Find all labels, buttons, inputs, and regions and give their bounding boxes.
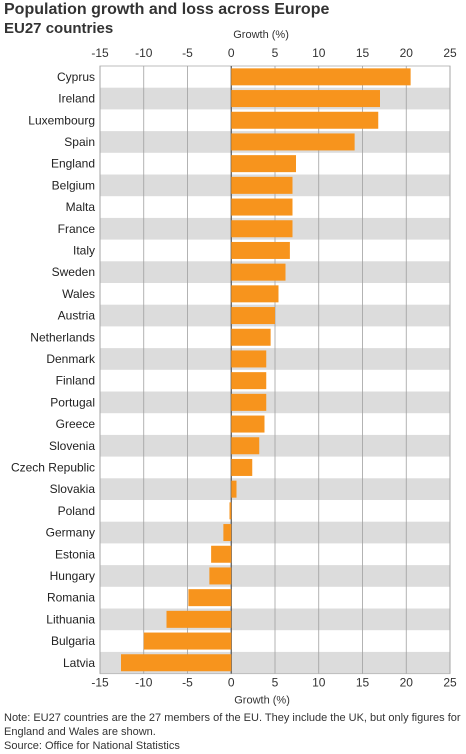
tick-label-top: 5 — [272, 46, 279, 60]
bar — [231, 458, 253, 476]
category-label: Romania — [47, 591, 95, 605]
category-label: Portugal — [50, 395, 95, 409]
bar — [231, 285, 279, 303]
bar — [231, 393, 267, 411]
bar — [166, 610, 232, 628]
category-label: Bulgaria — [51, 634, 95, 648]
tick-label-bottom: 15 — [356, 676, 370, 690]
axis-label-bottom: Growth (%) — [234, 695, 290, 707]
category-label: Denmark — [46, 352, 96, 366]
category-label: Netherlands — [30, 330, 95, 344]
chart-subtitle: EU27 countries — [4, 20, 114, 37]
tick-label-bottom: -5 — [182, 676, 193, 690]
chart-title: Population growth and loss across Europe — [4, 1, 330, 18]
category-label: Belgium — [52, 178, 95, 192]
tick-label-top: 15 — [356, 46, 370, 60]
tick-label-bottom: 5 — [272, 676, 279, 690]
bar — [231, 241, 290, 259]
category-label: Lithuania — [46, 612, 95, 626]
category-label: Spain — [64, 135, 95, 149]
bar — [231, 133, 355, 151]
category-label: Luxembourg — [28, 113, 95, 127]
bar — [229, 502, 232, 520]
bar — [211, 545, 232, 563]
bar — [231, 155, 296, 173]
bar — [231, 220, 293, 238]
category-label: Ireland — [58, 92, 95, 106]
bar — [231, 307, 275, 325]
bar — [231, 111, 379, 129]
bar — [231, 263, 286, 281]
tick-label-top: 0 — [228, 46, 235, 60]
tick-label-bottom: 10 — [312, 676, 326, 690]
bar — [121, 654, 232, 672]
chart-note: Note: EU27 countries are the 27 members … — [4, 712, 461, 738]
bar-chart: Cyprus Ireland Luxembourg Spain England Belgi… — [11, 29, 457, 707]
tick-label-top: 25 — [443, 46, 457, 60]
bar — [231, 372, 267, 390]
category-label: England — [51, 157, 95, 171]
tick-label-top: 10 — [312, 46, 326, 60]
category-label: Malta — [66, 200, 96, 214]
bar — [231, 198, 293, 216]
chart-source: Source: Office for National Statistics — [4, 740, 180, 752]
bar — [143, 632, 232, 650]
bar — [231, 415, 265, 433]
tick-label-top: -10 — [135, 46, 153, 60]
category-label: Germany — [46, 526, 95, 540]
bar — [188, 589, 232, 607]
category-label: Finland — [56, 374, 95, 388]
category-label: Hungary — [50, 569, 95, 583]
category-label: France — [58, 222, 96, 236]
category-label: Slovakia — [50, 482, 96, 496]
category-label: Czech Republic — [11, 460, 95, 474]
bar — [231, 437, 260, 455]
category-label: Austria — [58, 309, 96, 323]
bar — [231, 90, 380, 108]
bar — [231, 480, 237, 498]
tick-label-bottom: -10 — [135, 676, 153, 690]
category-label: Sweden — [52, 265, 95, 279]
bar — [231, 350, 267, 368]
category-label: Cyprus — [57, 70, 95, 84]
bar — [223, 524, 232, 542]
bar — [231, 68, 411, 86]
tick-label-bottom: 20 — [400, 676, 414, 690]
category-label: Wales — [62, 287, 95, 301]
tick-label-top: -5 — [182, 46, 193, 60]
tick-label-top: -15 — [91, 46, 109, 60]
category-label: Poland — [58, 504, 95, 518]
bar — [231, 176, 293, 194]
category-label: Latvia — [63, 656, 95, 670]
category-label: Slovenia — [49, 439, 95, 453]
axis-label-top: Growth (%) — [233, 29, 289, 41]
tick-label-bottom: 25 — [443, 676, 457, 690]
bar — [231, 328, 271, 346]
tick-label-top: 20 — [400, 46, 414, 60]
category-label: Estonia — [55, 547, 95, 561]
category-label: Italy — [73, 243, 95, 257]
tick-label-bottom: -15 — [91, 676, 109, 690]
bar — [209, 567, 232, 585]
category-label: Greece — [56, 417, 96, 431]
tick-label-bottom: 0 — [228, 676, 235, 690]
